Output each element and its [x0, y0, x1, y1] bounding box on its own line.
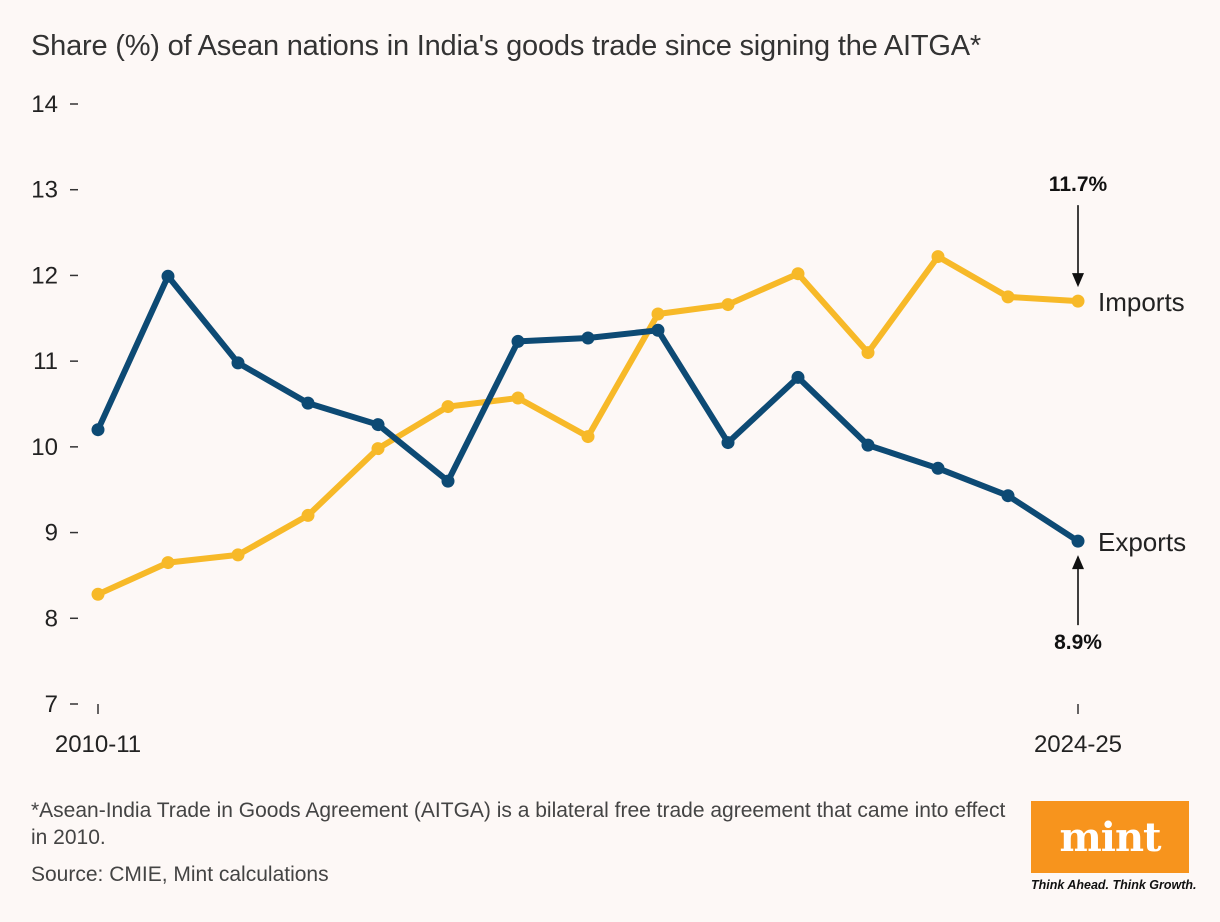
line-chart: 14 13 12 11 10 9 8 7 2010-11 2024-25 Imports Expo… — [31, 91, 1186, 758]
imports-point — [301, 508, 315, 522]
y-tick-label: 7 — [45, 691, 58, 718]
annotation-value: 8.9% — [1054, 631, 1102, 654]
y-tick-label: 9 — [45, 520, 58, 547]
y-axis: 14 13 12 11 10 9 8 7 — [31, 91, 78, 718]
annotation-layer: 11.7% 8.9% — [1049, 173, 1108, 654]
exports-point — [861, 438, 875, 452]
imports-point — [1001, 290, 1015, 304]
exports-point — [231, 356, 245, 370]
footnote: *Asean-India Trade in Goods Agreement (A… — [31, 799, 1006, 849]
imports-point — [721, 298, 735, 312]
y-tick-label: 12 — [31, 262, 58, 289]
exports-point — [441, 474, 455, 488]
y-tick-label: 14 — [31, 91, 58, 118]
exports-series-label: Exports — [1098, 527, 1186, 557]
exports-point — [791, 370, 805, 384]
logo-wordmark: mint — [1059, 813, 1161, 861]
series-imports: Imports — [91, 250, 1185, 601]
exports-point — [1071, 534, 1085, 548]
exports-point — [931, 461, 945, 475]
x-axis: 2010-11 2024-25 — [55, 704, 1122, 758]
mint-logo: mint — [1031, 801, 1189, 873]
imports-point — [91, 587, 105, 601]
exports-line — [95, 273, 1081, 545]
exports-point — [91, 423, 105, 437]
series-layer: Imports Exports — [91, 250, 1186, 601]
imports-line — [95, 253, 1081, 598]
imports-point — [1071, 294, 1085, 308]
annotation-imports: 11.7% — [1049, 173, 1108, 288]
imports-point — [371, 442, 385, 456]
imports-point — [931, 250, 945, 264]
y-tick-label: 10 — [31, 434, 58, 461]
exports-point — [511, 334, 525, 348]
exports-point — [651, 323, 665, 337]
y-tick-label: 13 — [31, 177, 58, 204]
annotation-exports: 8.9% — [1054, 555, 1102, 654]
y-tick-label: 8 — [45, 605, 58, 632]
imports-point — [581, 430, 595, 444]
series-exports: Exports — [91, 269, 1186, 557]
logo-tagline: Think Ahead. Think Growth. — [1031, 878, 1197, 892]
exports-point — [161, 269, 175, 283]
imports-point — [791, 267, 805, 281]
imports-point — [441, 400, 455, 414]
exports-point — [301, 396, 315, 410]
exports-point — [371, 418, 385, 432]
annotation-arrow-head — [1072, 273, 1084, 288]
imports-series-label: Imports — [1098, 287, 1185, 317]
x-tick-label: 2010-11 — [55, 731, 141, 758]
y-tick-label: 11 — [33, 348, 58, 375]
imports-point — [511, 391, 525, 405]
chart-title: Share (%) of Asean nations in India's go… — [31, 30, 981, 62]
annotation-arrow-head — [1072, 555, 1084, 570]
imports-point — [651, 307, 665, 321]
imports-point — [231, 548, 245, 562]
annotation-value: 11.7% — [1049, 173, 1108, 196]
exports-point — [1001, 489, 1015, 503]
exports-point — [581, 331, 595, 345]
exports-point — [721, 436, 735, 450]
x-tick-label: 2024-25 — [1034, 731, 1122, 758]
imports-point — [161, 556, 175, 570]
source-note: Source: CMIE, Mint calculations — [31, 863, 329, 886]
imports-point — [861, 346, 875, 360]
